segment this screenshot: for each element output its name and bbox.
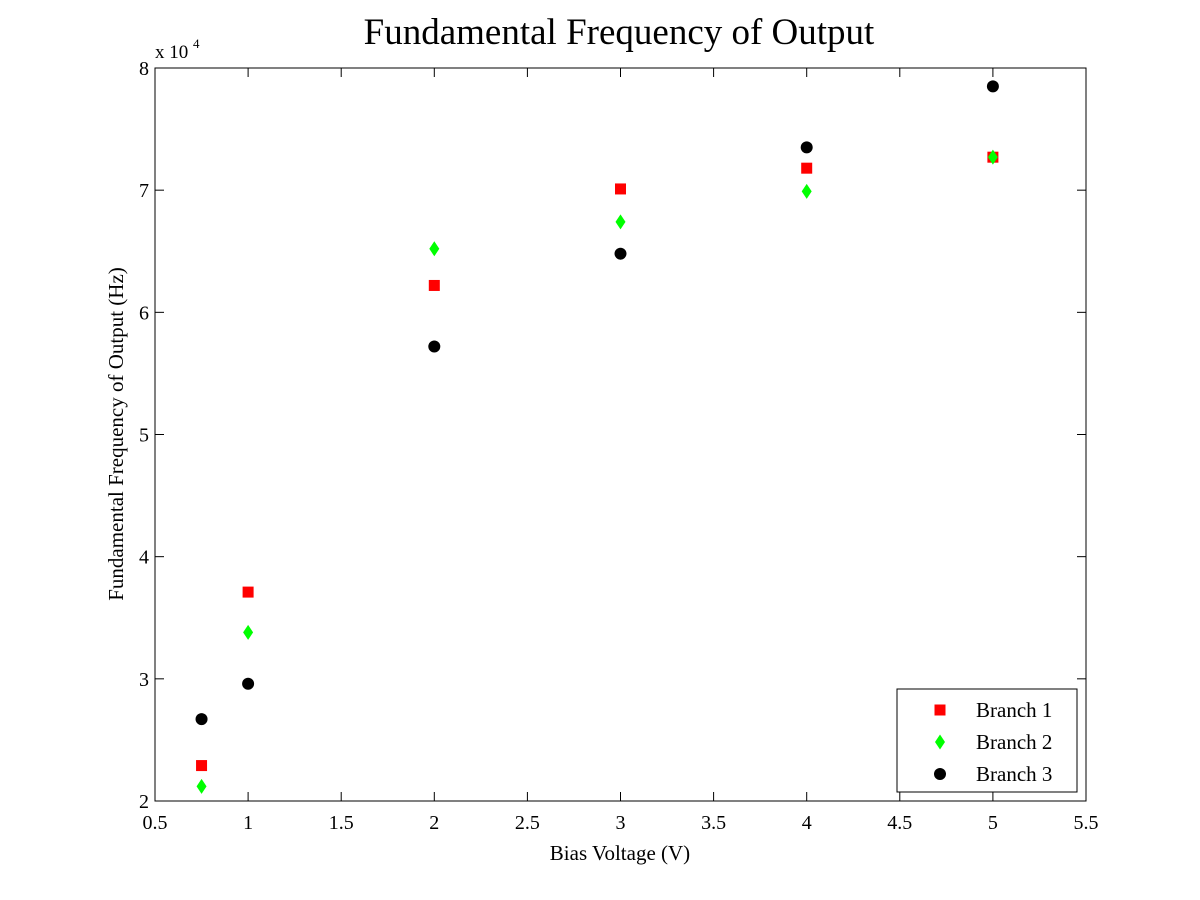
data-point [428, 340, 441, 353]
legend-box [896, 688, 1078, 793]
x-tick-label: 2 [429, 812, 439, 834]
data-point [615, 183, 626, 195]
legend: Branch 1 Branch 2 Branch 3 [896, 688, 1078, 793]
y-tick-label: 3 [139, 669, 149, 691]
x-axis-label: Bias Voltage (V) [550, 841, 690, 865]
x-tick-label: 5 [988, 812, 998, 834]
data-point [615, 214, 626, 230]
y-tick-label: 6 [139, 302, 149, 324]
y-exponent-base: x 10 [155, 42, 188, 63]
y-tick-label: 8 [139, 58, 149, 80]
legend-marker [934, 704, 946, 716]
legend-label: Branch 3 [976, 762, 1052, 786]
data-point [800, 141, 813, 154]
x-axis-ticks: 0.5 1 1.5 2 2.5 3 3.5 4 4.5 5 5.5 [143, 68, 1099, 834]
x-tick-label: 1 [243, 812, 253, 834]
data-point [987, 149, 998, 165]
data-point [243, 624, 254, 640]
data-point [801, 183, 812, 199]
legend-marker [934, 768, 946, 780]
data-point [428, 279, 440, 291]
y-axis-label: Fundamental Frequency of Output (Hz) [104, 267, 128, 601]
chart-title: Fundamental Frequency of Output [364, 12, 875, 53]
series-branch-3 [195, 80, 999, 726]
y-tick-label: 5 [139, 425, 149, 447]
x-tick-label: 1.5 [329, 812, 354, 834]
legend-label: Branch 1 [976, 698, 1052, 722]
x-tick-label: 3.5 [701, 812, 726, 834]
data-point [196, 778, 207, 794]
y-axis-exponent: x 10 4 [155, 36, 200, 63]
data-point [614, 247, 627, 260]
data-points [195, 80, 999, 794]
x-tick-label: 4 [802, 812, 812, 834]
legend-marker [935, 734, 945, 750]
data-point [429, 241, 440, 257]
data-point [242, 586, 254, 598]
series-branch-2 [196, 149, 998, 794]
legend-item: Branch 1 [934, 698, 1052, 722]
y-axis-ticks: 2 3 4 5 6 7 8 [139, 58, 1086, 813]
data-point [195, 713, 208, 726]
y-tick-label: 7 [139, 180, 149, 202]
legend-item: Branch 3 [934, 762, 1052, 786]
x-tick-label: 0.5 [143, 812, 168, 834]
x-tick-label: 4.5 [887, 812, 912, 834]
legend-label: Branch 2 [976, 730, 1052, 754]
y-exponent-power: 4 [193, 36, 200, 51]
data-point [986, 80, 999, 93]
legend-item: Branch 2 [935, 730, 1052, 754]
x-tick-label: 3 [616, 812, 626, 834]
data-point [801, 162, 813, 174]
x-tick-label: 5.5 [1074, 812, 1099, 834]
y-tick-label: 4 [139, 547, 149, 569]
data-point [196, 760, 208, 772]
y-tick-label: 2 [139, 791, 149, 813]
data-point [242, 677, 255, 690]
x-tick-label: 2.5 [515, 812, 540, 834]
